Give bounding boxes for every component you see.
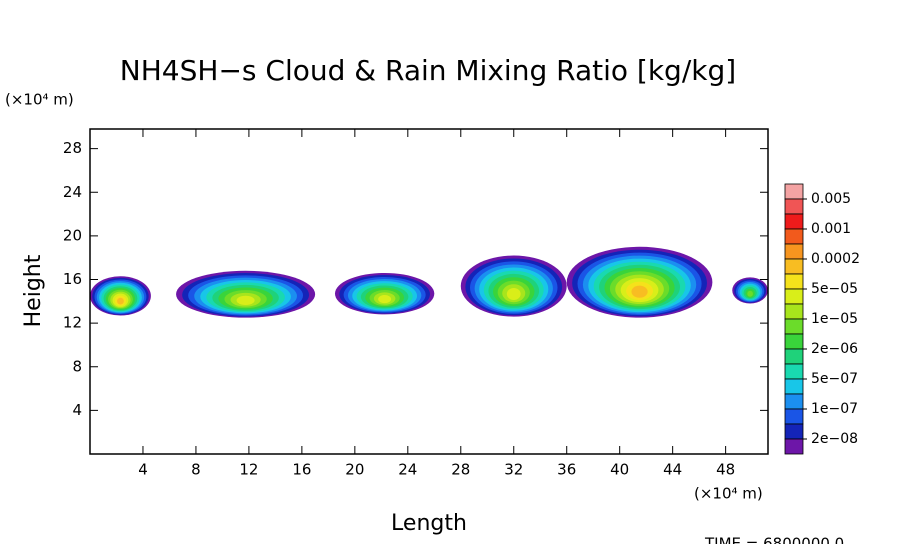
colorbar-box [784, 288, 804, 305]
cloud-core [236, 295, 255, 305]
colorbar-label: 5e−05 [811, 281, 858, 297]
chart-title: NH4SH−s Cloud & Rain Mixing Ratio [kg/kg… [120, 54, 736, 87]
colorbar-label: 1e−07 [811, 401, 858, 417]
y-tick-label: 16 [63, 270, 82, 288]
cloud-core [378, 295, 392, 304]
y-tick-label: 4 [72, 401, 82, 419]
y-tick-label: 8 [72, 357, 82, 375]
colorbar-box [784, 363, 804, 380]
x-tick-label: 48 [716, 461, 735, 479]
colorbar-box [784, 333, 804, 350]
colorbar-box [784, 243, 804, 260]
plot-area [90, 246, 768, 318]
colorbar-box [784, 378, 804, 395]
colorbar-label: 0.001 [811, 221, 851, 237]
colorbar-box [784, 198, 804, 215]
colorbar-box [784, 423, 804, 440]
colorbar-box [784, 408, 804, 425]
x-tick-label: 32 [504, 461, 523, 479]
y-tick-label: 28 [63, 139, 82, 157]
colorbar-label: 5e−07 [811, 371, 858, 387]
colorbar-box [784, 273, 804, 290]
colorbar-box [784, 318, 804, 335]
colorbar-label: 0.005 [811, 191, 851, 207]
cloud-core [631, 285, 648, 298]
colorbar-label: 1e−05 [811, 311, 858, 327]
plot-frame [89, 128, 769, 455]
cloud-core [506, 288, 521, 300]
x-tick-label: 12 [239, 461, 258, 479]
footer: TIME = 6800000.0 [704, 535, 844, 544]
colorbar-label: 2e−06 [811, 341, 858, 357]
y-tick-label: 24 [63, 183, 82, 201]
y-unit: (×10⁴ m) [5, 91, 74, 109]
colorbar-box [784, 183, 804, 200]
colorbar-box [784, 213, 804, 230]
x-tick-label: 28 [451, 461, 470, 479]
x-tick-label: 4 [138, 461, 148, 479]
x-tick-label: 20 [345, 461, 364, 479]
x-tick-label: 8 [191, 461, 201, 479]
colorbar-box [784, 438, 804, 455]
colorbar-box [784, 258, 804, 275]
x-tick-label: 44 [663, 461, 682, 479]
cloud-core [747, 290, 753, 297]
cloud-core [117, 297, 124, 305]
x-tick-label: 16 [292, 461, 311, 479]
y-tick-label: 12 [63, 314, 82, 332]
colorbar-box [784, 348, 804, 365]
x-unit: (×10⁴ m) [694, 485, 763, 503]
colorbar-box [784, 393, 804, 410]
colorbar-label: 0.0002 [811, 251, 860, 267]
colorbar-label: 2e−08 [811, 431, 858, 447]
colorbar-box [784, 303, 804, 320]
x-tick-label: 24 [398, 461, 417, 479]
y-axis-label: Height [21, 254, 46, 327]
y-tick-label: 20 [63, 226, 82, 244]
colorbar-box [784, 228, 804, 245]
x-axis-label: Length [391, 511, 467, 536]
x-tick-label: 40 [610, 461, 629, 479]
x-tick-label: 36 [557, 461, 576, 479]
